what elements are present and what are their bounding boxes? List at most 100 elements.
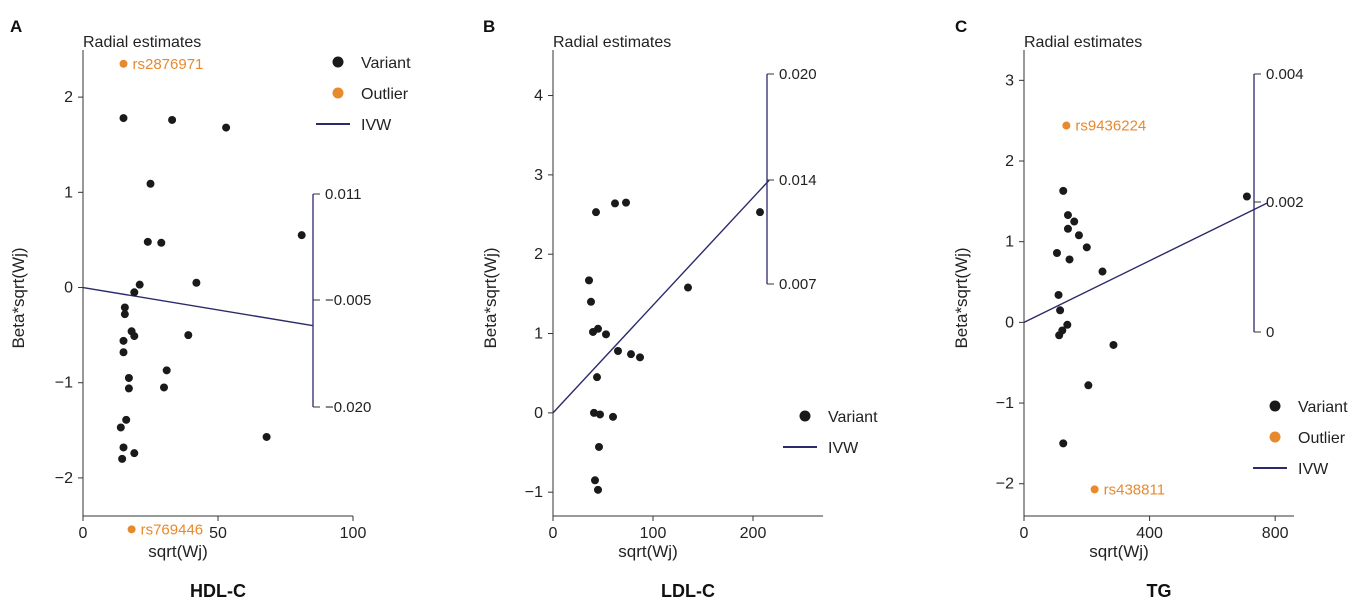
y-tick-label: −2 bbox=[996, 476, 1014, 493]
variant-point bbox=[116, 423, 125, 432]
variant-point bbox=[130, 449, 139, 458]
x-tick-label: 0 bbox=[79, 525, 88, 542]
outlier-point bbox=[119, 59, 128, 68]
panel-letter: B bbox=[483, 17, 495, 36]
outlier-label: rs2876971 bbox=[133, 56, 204, 73]
y-axis-label: Beta*sqrt(Wj) bbox=[481, 247, 500, 348]
y-tick-label: 3 bbox=[534, 167, 543, 184]
variant-point bbox=[595, 442, 603, 451]
y-tick-label: 3 bbox=[1005, 72, 1014, 89]
y-tick-label: 2 bbox=[64, 89, 73, 106]
chart-title: Radial estimates bbox=[83, 34, 201, 51]
variant-point bbox=[1052, 248, 1061, 257]
x-tick-label: 200 bbox=[740, 525, 767, 542]
variant-point bbox=[192, 278, 201, 287]
radial-axis-tick-label: 0.020 bbox=[779, 66, 817, 83]
radial-axis-tick-label: 0.002 bbox=[1266, 194, 1304, 211]
variant-point bbox=[636, 353, 644, 362]
radial-axis-tick-label: −0.005 bbox=[325, 292, 371, 309]
panel-trait-label: LDL-C bbox=[661, 581, 715, 601]
variant-point bbox=[602, 330, 610, 339]
radial-axis-tick-label: 0.007 bbox=[779, 276, 817, 293]
variant-point bbox=[1109, 340, 1118, 349]
variant-point bbox=[627, 350, 635, 359]
legend-ivw-label: IVW bbox=[361, 117, 392, 134]
variant-point bbox=[1065, 255, 1074, 264]
variant-point bbox=[119, 443, 128, 452]
y-tick-label: 2 bbox=[1005, 153, 1014, 170]
variant-point bbox=[222, 123, 231, 132]
panel-letter: C bbox=[955, 17, 967, 36]
variant-point bbox=[120, 303, 129, 312]
variant-point bbox=[130, 332, 139, 341]
variant-point bbox=[135, 280, 144, 289]
x-axis-label: sqrt(Wj) bbox=[148, 542, 207, 561]
y-tick-label: 1 bbox=[64, 184, 73, 201]
x-tick-label: 0 bbox=[1020, 525, 1029, 542]
legend-variant-label: Variant bbox=[361, 55, 411, 72]
variant-point bbox=[1054, 290, 1063, 299]
y-tick-label: −1 bbox=[996, 395, 1014, 412]
variant-point bbox=[591, 476, 599, 485]
legend-outlier-label: Outlier bbox=[361, 86, 409, 103]
radial-axis-tick-label: −0.020 bbox=[325, 399, 371, 416]
legend-variant-swatch bbox=[799, 410, 811, 422]
variant-point bbox=[611, 199, 619, 208]
radial-axis-tick-label: 0 bbox=[1266, 324, 1274, 341]
legend-ivw-label: IVW bbox=[1298, 461, 1329, 478]
variant-point bbox=[122, 415, 131, 424]
x-tick-label: 100 bbox=[340, 525, 367, 542]
variant-point bbox=[297, 231, 306, 240]
legend-outlier-swatch bbox=[332, 87, 344, 99]
variant-point bbox=[1055, 331, 1064, 340]
legend-variant-label: Variant bbox=[1298, 399, 1348, 416]
variant-point bbox=[160, 383, 168, 392]
variant-point bbox=[157, 238, 166, 247]
x-tick-label: 800 bbox=[1262, 525, 1289, 542]
panel-trait-label: TG bbox=[1147, 581, 1172, 601]
ivw-line bbox=[552, 179, 770, 414]
radial-axis-tick-label: 0.014 bbox=[779, 172, 817, 189]
variant-point bbox=[1063, 224, 1072, 233]
y-axis-label: Beta*sqrt(Wj) bbox=[9, 247, 28, 348]
variant-point bbox=[1082, 243, 1091, 252]
y-tick-label: 2 bbox=[534, 246, 543, 263]
variant-point bbox=[130, 288, 139, 297]
y-tick-label: −2 bbox=[55, 470, 73, 487]
y-tick-label: −1 bbox=[55, 375, 73, 392]
variant-point bbox=[119, 336, 128, 345]
variant-point bbox=[684, 283, 692, 292]
y-tick-label: 1 bbox=[1005, 234, 1014, 251]
x-tick-label: 100 bbox=[640, 525, 667, 542]
variant-point bbox=[592, 208, 600, 217]
variant-point bbox=[609, 412, 617, 421]
variant-point bbox=[262, 432, 271, 441]
ivw-line bbox=[82, 286, 313, 327]
legend-outlier-swatch bbox=[1269, 431, 1281, 443]
variant-point bbox=[162, 366, 171, 375]
variant-point bbox=[596, 410, 604, 419]
variant-point bbox=[119, 348, 128, 357]
variant-point bbox=[1242, 192, 1251, 201]
variant-point bbox=[585, 276, 593, 285]
radial-axis-tick-label: 0.004 bbox=[1266, 66, 1304, 83]
variant-point bbox=[1059, 186, 1068, 195]
panel-letter: A bbox=[10, 17, 22, 36]
outlier-point bbox=[1090, 485, 1099, 494]
x-tick-label: 400 bbox=[1136, 525, 1163, 542]
variant-point bbox=[1063, 211, 1072, 220]
variant-point bbox=[614, 346, 622, 355]
chart-panel-c: C Radial estimates −2 −1 0 1 2 3 0 400 800 sqrt(Wj)… bbox=[952, 17, 1348, 601]
y-tick-label: 1 bbox=[534, 326, 543, 343]
x-tick-label: 0 bbox=[549, 525, 558, 542]
y-tick-label: 0 bbox=[1005, 314, 1014, 331]
x-tick-label: 50 bbox=[209, 525, 227, 542]
chart-panel-a: A Radial estimates −2 −1 0 1 2 0 50 100 sqrt(Wj) Be… bbox=[9, 17, 411, 601]
chart-title: Radial estimates bbox=[1024, 34, 1142, 51]
chart-panel-b: B Radial estimates −1 0 1 2 3 4 0 100 200 sqrt(Wj) B… bbox=[481, 17, 878, 601]
variant-point bbox=[1084, 381, 1093, 390]
y-axis-label: Beta*sqrt(Wj) bbox=[952, 247, 971, 348]
outlier-label: rs438811 bbox=[1104, 481, 1165, 498]
variant-point bbox=[120, 310, 129, 319]
